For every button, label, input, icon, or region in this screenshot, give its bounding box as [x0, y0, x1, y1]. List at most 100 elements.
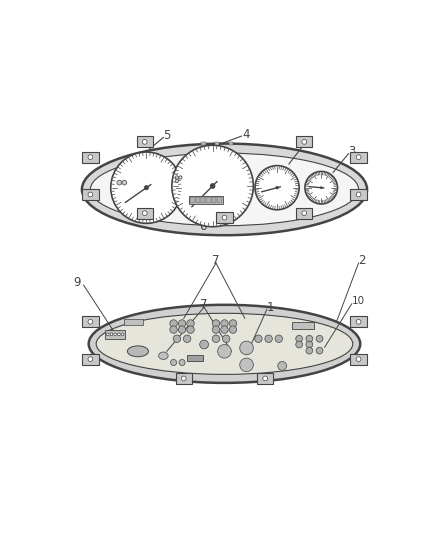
Circle shape: [306, 347, 313, 354]
Circle shape: [106, 333, 109, 336]
Circle shape: [275, 335, 283, 343]
Circle shape: [306, 335, 313, 342]
Circle shape: [316, 335, 323, 342]
Circle shape: [240, 341, 253, 354]
Circle shape: [265, 335, 272, 343]
Bar: [137, 208, 153, 219]
Circle shape: [184, 335, 191, 343]
Circle shape: [170, 359, 177, 366]
Bar: [124, 319, 143, 325]
Circle shape: [170, 320, 177, 327]
Circle shape: [187, 326, 194, 333]
Circle shape: [356, 192, 361, 197]
Bar: [206, 197, 211, 203]
Circle shape: [200, 340, 208, 349]
Circle shape: [178, 320, 186, 327]
Circle shape: [173, 335, 181, 343]
Bar: [82, 317, 99, 327]
Bar: [216, 212, 233, 223]
Text: 2: 2: [358, 254, 366, 267]
Circle shape: [296, 335, 303, 342]
Circle shape: [179, 359, 185, 366]
Text: 9: 9: [73, 276, 81, 289]
Circle shape: [88, 319, 93, 324]
Circle shape: [178, 326, 186, 333]
Circle shape: [263, 376, 268, 381]
Circle shape: [144, 185, 148, 190]
Circle shape: [111, 152, 182, 223]
Circle shape: [229, 326, 237, 333]
Bar: [350, 189, 367, 200]
Text: 4: 4: [243, 127, 250, 141]
Circle shape: [88, 192, 93, 197]
Circle shape: [302, 140, 307, 144]
Circle shape: [175, 179, 179, 183]
Bar: [176, 373, 192, 384]
Circle shape: [187, 320, 194, 327]
Bar: [229, 142, 233, 146]
Circle shape: [222, 215, 227, 220]
Bar: [350, 354, 367, 365]
Bar: [196, 197, 200, 203]
Circle shape: [320, 187, 322, 189]
Bar: [215, 142, 219, 146]
Text: 7: 7: [200, 298, 208, 311]
Circle shape: [278, 361, 286, 370]
Ellipse shape: [127, 346, 148, 357]
Circle shape: [121, 333, 124, 336]
Circle shape: [117, 333, 120, 336]
Bar: [82, 152, 99, 163]
Text: 8: 8: [304, 135, 311, 148]
Text: 3: 3: [348, 144, 356, 158]
Ellipse shape: [82, 143, 367, 235]
Circle shape: [212, 335, 220, 343]
Bar: [105, 330, 125, 339]
Circle shape: [212, 326, 220, 333]
Circle shape: [316, 347, 323, 354]
Bar: [189, 196, 223, 204]
Circle shape: [181, 376, 186, 381]
Bar: [82, 189, 99, 200]
Circle shape: [276, 187, 279, 189]
Circle shape: [142, 211, 147, 215]
Circle shape: [170, 326, 177, 333]
Circle shape: [221, 326, 228, 333]
Text: 7: 7: [212, 254, 220, 267]
Circle shape: [122, 180, 127, 185]
Bar: [217, 197, 222, 203]
Circle shape: [172, 146, 253, 227]
Circle shape: [305, 172, 338, 204]
Circle shape: [212, 320, 220, 327]
Ellipse shape: [88, 305, 360, 383]
Text: 6: 6: [199, 220, 206, 233]
Bar: [293, 322, 314, 328]
Bar: [190, 197, 194, 203]
Ellipse shape: [90, 153, 359, 225]
Circle shape: [218, 344, 231, 358]
Circle shape: [110, 333, 113, 336]
Circle shape: [88, 357, 93, 361]
Circle shape: [296, 341, 303, 348]
Circle shape: [175, 176, 179, 179]
Circle shape: [221, 320, 228, 327]
Circle shape: [88, 155, 93, 159]
Ellipse shape: [159, 352, 168, 359]
Bar: [257, 373, 273, 384]
Circle shape: [302, 211, 307, 215]
Circle shape: [223, 335, 230, 343]
Bar: [296, 136, 312, 147]
Circle shape: [254, 335, 262, 343]
Text: 1: 1: [267, 301, 274, 314]
Bar: [82, 354, 99, 365]
Bar: [201, 142, 206, 146]
Ellipse shape: [96, 313, 353, 374]
Bar: [187, 354, 203, 361]
Circle shape: [179, 176, 182, 179]
Bar: [201, 197, 205, 203]
Circle shape: [356, 357, 361, 361]
Text: 5: 5: [163, 128, 170, 142]
Circle shape: [117, 180, 122, 185]
Circle shape: [356, 155, 361, 159]
Bar: [350, 317, 367, 327]
Text: 10: 10: [352, 296, 365, 306]
